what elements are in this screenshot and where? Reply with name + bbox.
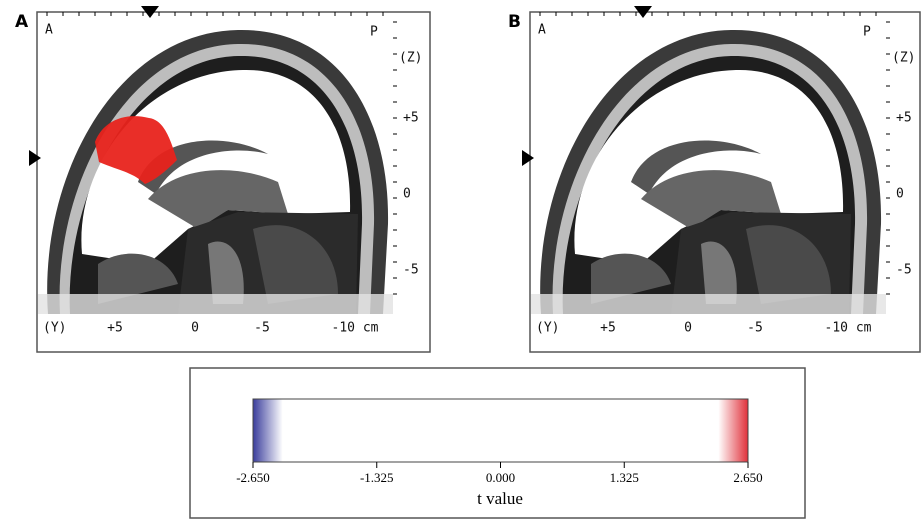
posterior-label: P: [863, 25, 871, 40]
mri-image: [531, 14, 886, 314]
panel-letter: A: [15, 12, 29, 32]
panel: A P (Z) +5 0 -5 (Y) +5 0 -5 -10 cm: [29, 6, 431, 353]
z-label: -5: [896, 263, 912, 278]
colorbar-tick-label: 2.650: [733, 470, 762, 485]
y-axis-label: (Y): [536, 321, 559, 336]
y-label: 0: [191, 321, 199, 336]
colorbar-tick-label: -2.650: [236, 470, 270, 485]
colorbar-label: t value: [477, 489, 523, 508]
marker: [522, 150, 534, 166]
y-label: -10 cm: [332, 321, 379, 336]
marker: [634, 6, 652, 18]
panel-letter: B: [508, 12, 521, 32]
z-label: +5: [896, 111, 912, 126]
mri-image: [38, 14, 393, 314]
y-label: +5: [600, 321, 616, 336]
z-axis-label: (Z): [399, 51, 422, 66]
z-axis-label: (Z): [892, 51, 915, 66]
y-label: 0: [684, 321, 692, 336]
colorbar-tick-label: -1.325: [360, 470, 394, 485]
panel: A P (Z) +5 0 -5 (Y) +5 0 -5 -10 cm: [522, 6, 921, 353]
z-label: 0: [403, 187, 411, 202]
colorbar-tick-label: 1.325: [610, 470, 639, 485]
z-label: +5: [403, 111, 419, 126]
y-label: +5: [107, 321, 123, 336]
y-label: -10 cm: [825, 321, 872, 336]
y-axis-label: (Y): [43, 321, 66, 336]
posterior-label: P: [370, 25, 378, 40]
y-label: -5: [254, 321, 270, 336]
y-label: -5: [747, 321, 763, 336]
anterior-label: A: [45, 23, 53, 38]
colorbar: [252, 398, 749, 463]
colorbar-tick-label: 0.000: [486, 470, 515, 485]
z-label: 0: [896, 187, 904, 202]
anterior-label: A: [538, 23, 546, 38]
z-label: -5: [403, 263, 419, 278]
marker: [141, 6, 159, 18]
activation: [95, 116, 177, 184]
marker: [29, 150, 41, 166]
